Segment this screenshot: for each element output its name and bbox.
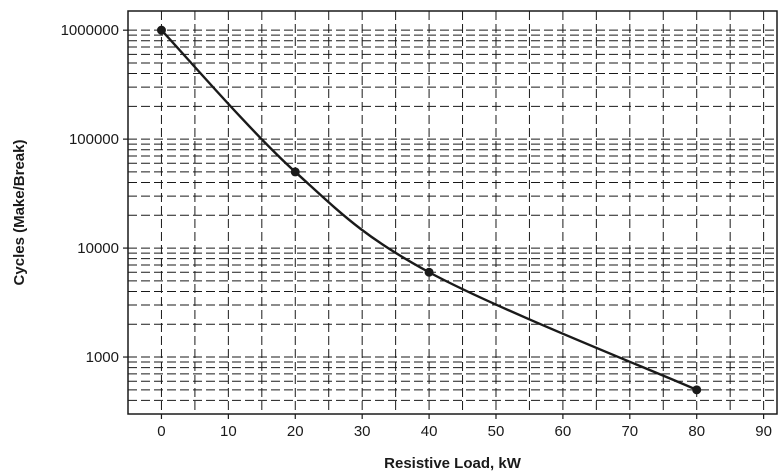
y-tick-label: 10000 (77, 240, 119, 257)
x-tick-label: 70 (621, 423, 638, 440)
x-tick-label: 20 (287, 423, 304, 440)
x-tick-label: 50 (488, 423, 505, 440)
y-tick-label: 1000 (86, 349, 119, 366)
x-tick-label: 90 (755, 423, 772, 440)
data-point (156, 25, 166, 35)
data-point (290, 167, 300, 177)
x-tick-label: 10 (220, 423, 237, 440)
x-axis-label: Resistive Load, kW (384, 455, 522, 472)
x-tick-label: 30 (354, 423, 371, 440)
data-point (424, 267, 434, 277)
axis-ticks (123, 29, 765, 419)
data-points (156, 25, 702, 395)
x-tick-label: 40 (421, 423, 438, 440)
y-axis-label: Cycles (Make/Break) (11, 140, 28, 286)
x-tick-labels: 0 10 20 30 40 50 60 70 80 90 (157, 423, 772, 440)
grid (128, 11, 777, 414)
x-tick-label: 0 (157, 423, 165, 440)
series-curve (160, 29, 698, 391)
y-tick-label: 1000000 (61, 22, 119, 39)
y-tick-labels: 1000 10000 100000 1000000 (61, 22, 119, 366)
x-tick-label: 60 (555, 423, 572, 440)
x-tick-label: 80 (688, 423, 705, 440)
data-point (692, 385, 702, 395)
y-tick-label: 100000 (69, 131, 119, 148)
plot-frame (127, 10, 778, 415)
